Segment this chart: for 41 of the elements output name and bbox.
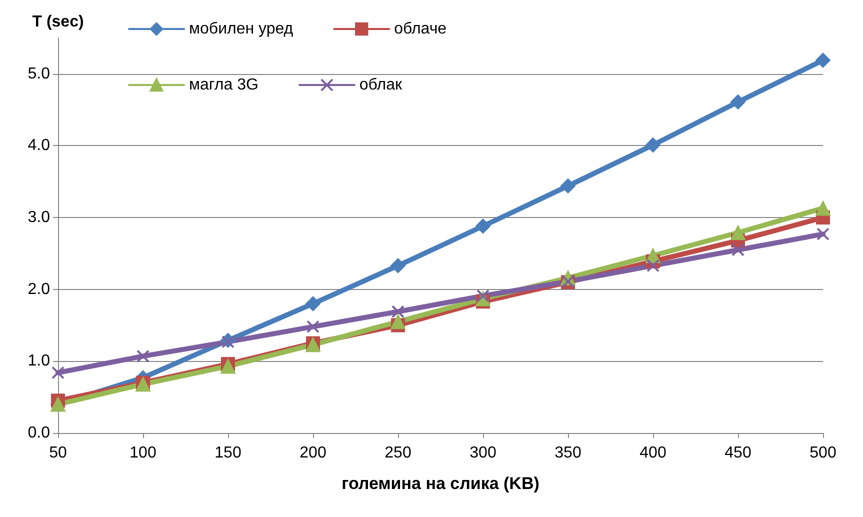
x-tick-label: 450	[724, 444, 752, 462]
point	[816, 200, 830, 216]
point	[816, 52, 830, 68]
point	[476, 289, 490, 302]
point	[730, 225, 746, 240]
x-tick-label: 250	[384, 444, 412, 462]
point	[306, 320, 320, 334]
y-tick-label: 0.0	[28, 424, 50, 442]
x-tick-label: 350	[554, 444, 582, 462]
x-tick-label: 200	[300, 444, 326, 462]
y-tick-label: 4.0	[28, 137, 50, 154]
y-tick-label: 1.0	[28, 352, 50, 370]
y-tick-label: 3.0	[28, 209, 50, 226]
point	[392, 305, 404, 318]
point	[816, 228, 830, 241]
x-tick-label: 400	[640, 444, 666, 462]
x-tick-label: 100	[130, 444, 156, 462]
point	[730, 94, 746, 110]
point	[220, 358, 236, 374]
y-tick-label: 5.0	[28, 65, 50, 82]
point	[390, 258, 406, 274]
point	[476, 218, 490, 234]
point	[560, 178, 576, 194]
y-axis-title: T (sec)	[32, 14, 84, 30]
point	[52, 366, 64, 380]
point	[390, 314, 406, 330]
x-tick-label: 500	[810, 444, 836, 462]
legend-label: магла 3G	[189, 76, 258, 94]
legend-label: облаче	[394, 20, 447, 38]
y-tick-label: 2.0	[28, 280, 50, 298]
point	[646, 138, 660, 153]
x-axis-title: големина на слика (KB)	[342, 474, 540, 493]
x-tick-label: 150	[214, 444, 242, 462]
legend-label: мобилен уред	[189, 20, 294, 38]
x-tick-label: 300	[470, 444, 496, 462]
point	[732, 243, 744, 256]
point	[306, 296, 320, 312]
legend-label: облак	[359, 76, 403, 94]
x-tick-label: 50	[49, 444, 67, 462]
point	[136, 350, 150, 363]
point	[646, 259, 660, 272]
